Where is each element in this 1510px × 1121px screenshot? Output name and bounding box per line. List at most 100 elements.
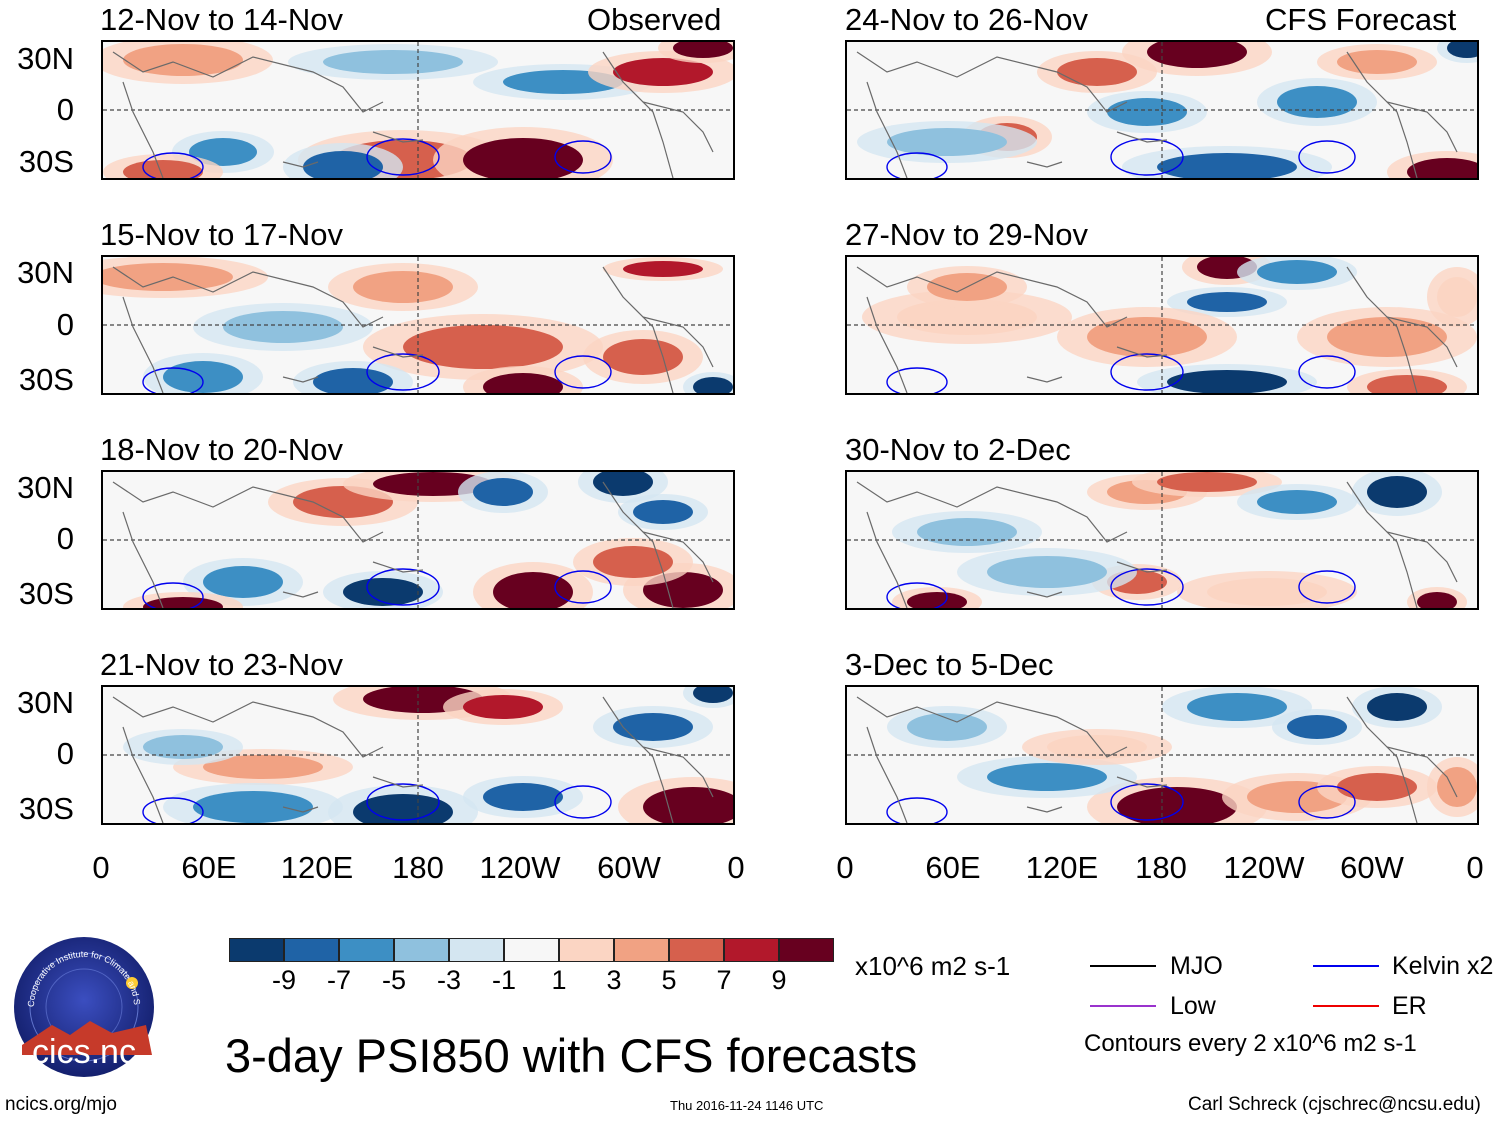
colorbar-swatch (559, 938, 614, 962)
coastline (1386, 316, 1458, 368)
positive-anomaly (603, 339, 683, 375)
cics-logo: Cooperative Institute for Climate and Sa… (9, 927, 156, 1079)
legend-mjo-line (1090, 965, 1156, 967)
obs-map-4 (101, 685, 735, 825)
negative-anomaly (1257, 490, 1337, 514)
lon-label: 120E (280, 850, 354, 885)
coastline (122, 296, 164, 393)
lon-label: 180 (1135, 850, 1187, 885)
coastline (1026, 161, 1063, 168)
lat-label-eq: 0 (56, 92, 74, 127)
map-svg (847, 687, 1477, 823)
coastline (1116, 131, 1168, 143)
coastline (1116, 776, 1168, 788)
legend-er-line (1313, 1005, 1379, 1007)
kelvin-contour (554, 570, 612, 604)
kelvin-contour (1298, 785, 1356, 819)
coastline (856, 51, 1128, 113)
kelvin-contour (886, 797, 948, 823)
fc-panel-2-title: 27-Nov to 29-Nov (845, 217, 1088, 252)
colorbar-swatch (449, 938, 504, 962)
map-svg (847, 472, 1477, 608)
positive-anomaly (123, 44, 243, 76)
negative-anomaly (987, 763, 1107, 791)
negative-anomaly (613, 713, 693, 741)
kelvin-contour (142, 582, 204, 608)
fc-map-1 (845, 40, 1479, 180)
kelvin-contour (886, 582, 948, 608)
main-title: 3-day PSI850 with CFS forecasts (225, 1029, 918, 1082)
coastline (282, 806, 319, 813)
colorbar-tick-label: 9 (771, 965, 787, 995)
legend-low-line (1090, 1005, 1156, 1007)
coastline (122, 726, 164, 823)
kelvin-contour (1110, 138, 1184, 176)
map-svg (847, 257, 1477, 393)
colorbar-swatch (669, 938, 724, 962)
lon-label: 0 (836, 850, 854, 885)
footer-author: Carl Schreck (cjschrec@ncsu.edu) (1188, 1094, 1481, 1115)
positive-anomaly (673, 42, 733, 58)
coastline (122, 81, 164, 178)
positive-anomaly (103, 263, 233, 291)
kelvin-contour (1298, 355, 1356, 389)
negative-anomaly (1287, 715, 1347, 739)
kelvin-contour (886, 152, 948, 178)
positive-anomaly (1367, 375, 1447, 393)
positive-anomaly (463, 138, 583, 178)
negative-anomaly (223, 311, 343, 343)
coastline (372, 346, 424, 358)
negative-anomaly (1167, 370, 1287, 393)
positive-anomaly (403, 325, 563, 369)
lat-label-eq: 0 (56, 736, 74, 771)
lon-label: 120W (479, 850, 561, 885)
negative-anomaly (1187, 292, 1267, 312)
coastline (1346, 481, 1418, 608)
coastline (112, 481, 384, 543)
kelvin-contour (366, 568, 440, 606)
coastline (866, 81, 908, 178)
fc-panel-1-title: 24-Nov to 26-Nov (845, 2, 1088, 37)
coastline (856, 266, 1128, 328)
positive-anomaly (1437, 277, 1477, 317)
obs-map-2 (101, 255, 735, 395)
legend-kelvin-label: Kelvin x2 (1392, 952, 1494, 980)
coastline (112, 266, 384, 328)
negative-anomaly (987, 556, 1107, 588)
map-svg (103, 257, 733, 393)
kelvin-contour (554, 785, 612, 819)
footer-url[interactable]: ncics.org/mjo (5, 1094, 117, 1115)
negative-anomaly (1277, 86, 1357, 118)
coastline (112, 51, 384, 113)
coastline (642, 316, 714, 368)
colorbar-swatch (504, 938, 559, 962)
lon-label: 60W (1340, 850, 1404, 885)
coastline (866, 296, 908, 393)
obs-panel-4-title: 21-Nov to 23-Nov (100, 647, 343, 682)
positive-anomaly (463, 695, 543, 719)
kelvin-contour (1110, 568, 1184, 606)
kelvin-contour (366, 783, 440, 821)
coastline (1026, 591, 1063, 598)
kelvin-contour (366, 138, 440, 176)
negative-anomaly (1367, 476, 1427, 508)
coastline (282, 591, 319, 598)
negative-anomaly (1367, 693, 1427, 721)
lon-label: 60E (925, 850, 981, 885)
colorbar-tick-label: 7 (716, 965, 732, 995)
negative-anomaly (633, 500, 693, 524)
negative-anomaly (193, 791, 313, 823)
lon-label: 180 (392, 850, 444, 885)
positive-anomaly (1147, 42, 1247, 68)
negative-anomaly (353, 794, 453, 823)
obs-map-3 (101, 470, 735, 610)
kelvin-contour (1298, 570, 1356, 604)
obs-panel-1-title: 12-Nov to 14-Nov (100, 2, 343, 37)
colorbar-tick-label: 5 (661, 965, 677, 995)
lat-label-30n: 30N (17, 255, 74, 290)
kelvin-contour (1110, 353, 1184, 391)
positive-anomaly (1057, 58, 1137, 86)
coastline (602, 51, 674, 178)
positive-anomaly (593, 546, 673, 578)
lon-label: 0 (92, 850, 110, 885)
